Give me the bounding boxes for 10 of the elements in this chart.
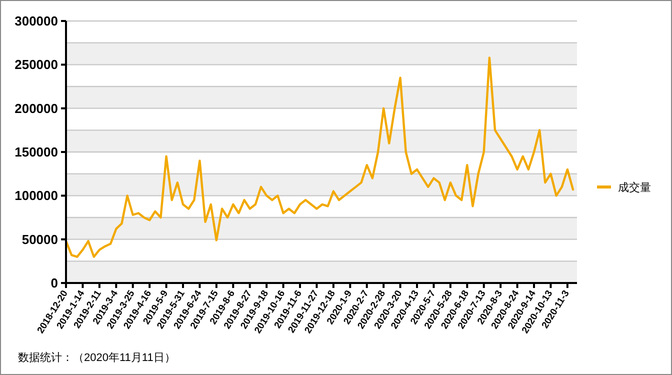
text: 数据统计：（2020年11月11日） <box>18 351 176 364</box>
line-series <box>64 56 574 258</box>
legend-label: 成交量 <box>618 180 651 194</box>
y-tick-label: 150000 <box>14 144 58 160</box>
y-tick-label: 300000 <box>14 14 58 29</box>
y-tick-label: 50000 <box>22 232 58 247</box>
y-tick-label: 100000 <box>14 188 58 204</box>
y-tick-label: 250000 <box>14 57 58 72</box>
y-tick-label: 200000 <box>14 100 58 116</box>
y-tick-label: 0 <box>50 276 58 291</box>
